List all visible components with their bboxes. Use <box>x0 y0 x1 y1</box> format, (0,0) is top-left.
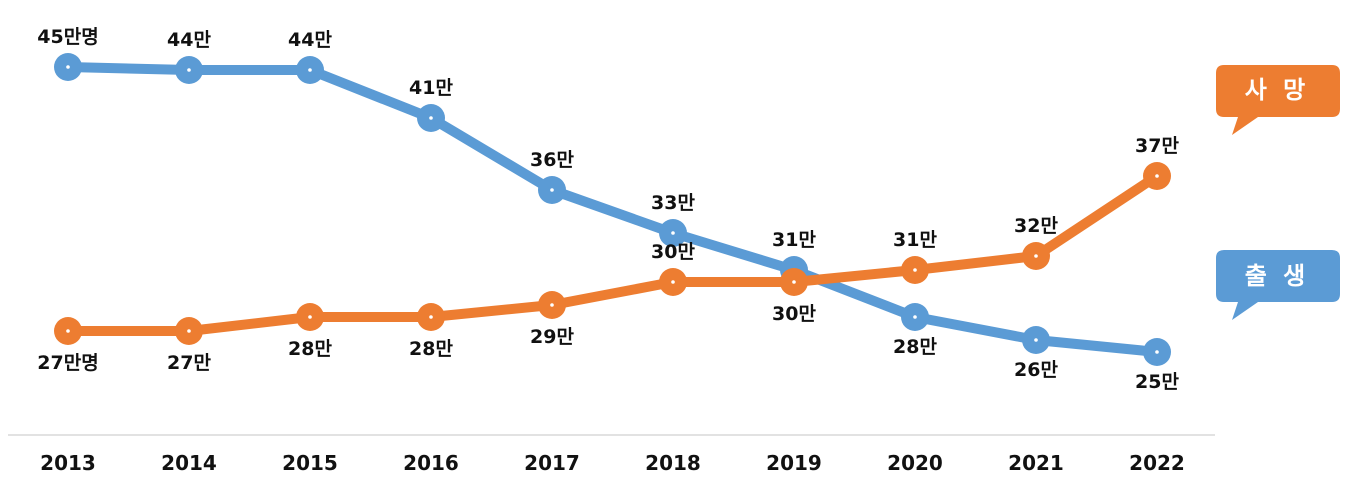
data-label: 36만 <box>530 149 574 171</box>
data-label: 30만 <box>772 303 816 325</box>
data-point-center <box>550 303 554 307</box>
legend-death-shape <box>1216 65 1340 135</box>
data-label: 28만 <box>288 338 332 360</box>
data-label: 44만 <box>167 29 211 51</box>
series-line <box>63 62 1162 357</box>
series-death <box>54 162 1171 345</box>
series-line <box>63 171 1162 336</box>
data-label: 28만 <box>409 338 453 360</box>
x-tick-label: 2017 <box>524 451 580 475</box>
data-label: 25만 <box>1135 371 1179 393</box>
data-point-center <box>1155 174 1159 178</box>
data-point-center <box>66 329 70 333</box>
data-label: 29만 <box>530 326 574 348</box>
data-point-center <box>187 68 191 72</box>
data-point-center <box>1034 254 1038 258</box>
x-tick-label: 2015 <box>282 451 338 475</box>
data-point-center <box>792 280 796 284</box>
data-point-center <box>308 315 312 319</box>
x-tick-label: 2021 <box>1008 451 1064 475</box>
x-tick-label: 2014 <box>161 451 217 475</box>
legend-birth-shape <box>1216 250 1340 320</box>
data-label: 26만 <box>1014 359 1058 381</box>
x-tick-label: 2020 <box>887 451 943 475</box>
data-label: 27만 <box>167 352 211 374</box>
data-point-center <box>1155 350 1159 354</box>
data-label: 37만 <box>1135 135 1179 157</box>
legend-birth-label: 출 생 <box>1245 262 1310 290</box>
series-layer <box>54 53 1171 366</box>
data-label: 45만명 <box>37 26 98 48</box>
legend-death-bubble: 사 망 <box>1216 65 1340 135</box>
data-label: 31만 <box>772 229 816 251</box>
data-label: 28만 <box>893 336 937 358</box>
data-label: 31만 <box>893 229 937 251</box>
x-tick-layer: 2013 2014 2015 2016 2017 2018 2019 2020 2021 2022 <box>40 451 1185 475</box>
x-tick-label: 2022 <box>1129 451 1185 475</box>
data-label: 44만 <box>288 29 332 51</box>
x-tick-label: 2013 <box>40 451 96 475</box>
x-tick-label: 2018 <box>645 451 701 475</box>
data-point-center <box>671 231 675 235</box>
x-tick-label: 2019 <box>766 451 822 475</box>
data-point-center <box>671 280 675 284</box>
data-label-layer: 45만명 44만 44만 41만 36만 33만 31만 28만 26만 25만 27만명 27만 28… <box>37 26 1179 393</box>
data-point-center <box>913 315 917 319</box>
data-point-center <box>429 315 433 319</box>
data-point-center <box>187 329 191 333</box>
data-label: 41만 <box>409 77 453 99</box>
data-label: 30만 <box>651 241 695 263</box>
data-label: 27만명 <box>37 352 98 374</box>
data-point-center <box>308 68 312 72</box>
data-point-center <box>550 188 554 192</box>
data-label: 32만 <box>1014 215 1058 237</box>
legend-death-label: 사 망 <box>1245 76 1310 104</box>
data-point-center <box>66 65 70 69</box>
data-point-center <box>1034 338 1038 342</box>
data-point-center <box>913 268 917 272</box>
data-label: 33만 <box>651 192 695 214</box>
data-point-center <box>429 116 433 120</box>
legend-birth-bubble: 출 생 <box>1216 250 1340 320</box>
x-tick-label: 2016 <box>403 451 459 475</box>
series-birth <box>54 53 1171 366</box>
